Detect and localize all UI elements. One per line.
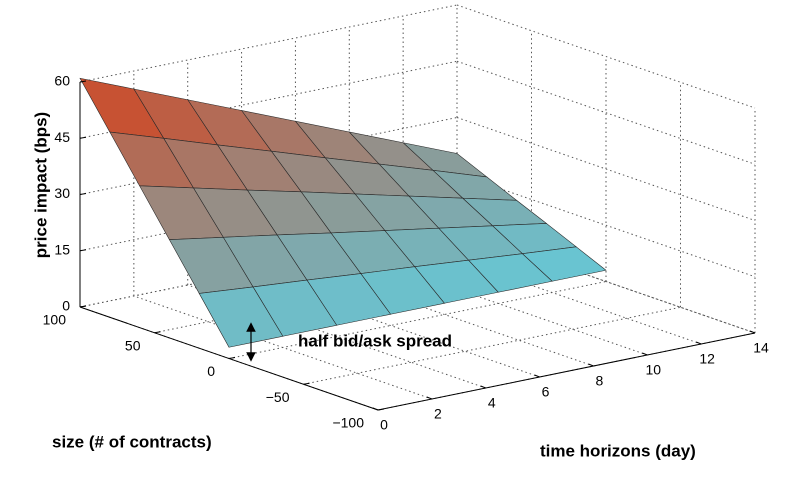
grid-line <box>456 4 756 109</box>
y-tick-label: −100 <box>332 415 364 431</box>
z-tick-label: 15 <box>54 241 70 257</box>
y-tick-label: 100 <box>43 312 67 328</box>
x-tick <box>372 407 379 411</box>
y-tick <box>79 305 87 308</box>
grid-line <box>187 284 486 389</box>
x-tick <box>588 363 594 367</box>
x-tick <box>749 330 756 334</box>
grid-line <box>295 262 594 367</box>
x-tick <box>426 396 433 400</box>
grid-line <box>456 173 756 278</box>
x-tick-label: 8 <box>596 373 604 389</box>
x-tick <box>642 352 648 356</box>
x-tick-label: 6 <box>542 384 550 400</box>
z-tick-label: 30 <box>54 185 70 201</box>
z-axis-label: price impact (bps) <box>31 112 50 258</box>
x-tick <box>695 341 702 345</box>
y-tick-label: 50 <box>125 337 141 353</box>
z-tick <box>79 136 87 139</box>
x-tick-label: 0 <box>380 417 388 433</box>
x-tick-label: 12 <box>699 351 715 367</box>
y-axis-label: size (# of contracts) <box>52 432 212 451</box>
x-tick-label: 4 <box>488 395 496 411</box>
z-tick <box>79 80 87 83</box>
surface-patch <box>198 286 284 348</box>
x-axis-label: time horizons (day) <box>540 441 696 460</box>
x-axis <box>377 332 756 411</box>
z-tick <box>79 249 87 252</box>
grid-line <box>303 306 681 385</box>
z-tick-label: 45 <box>54 129 70 145</box>
y-tick-label: 0 <box>207 363 215 379</box>
x-tick <box>480 385 486 389</box>
z-tick-label: 0 <box>62 298 70 314</box>
z-tick-label: 60 <box>54 73 70 89</box>
grid-line <box>456 60 756 165</box>
grid-line <box>241 273 540 378</box>
grid-line <box>228 281 607 359</box>
y-tick <box>377 408 385 411</box>
x-tick-label: 14 <box>753 340 769 356</box>
y-tick <box>303 382 310 385</box>
surface <box>79 77 607 348</box>
y-tick <box>154 331 161 334</box>
x-tick-label: 2 <box>434 406 442 422</box>
z-tick <box>79 193 87 195</box>
x-tick-label: 10 <box>645 362 661 378</box>
y-tick-label: −50 <box>266 389 290 405</box>
x-tick <box>534 374 540 378</box>
grid-line <box>79 4 458 83</box>
y-tick <box>228 357 236 359</box>
annotation: half bid/ask spread <box>298 331 452 350</box>
